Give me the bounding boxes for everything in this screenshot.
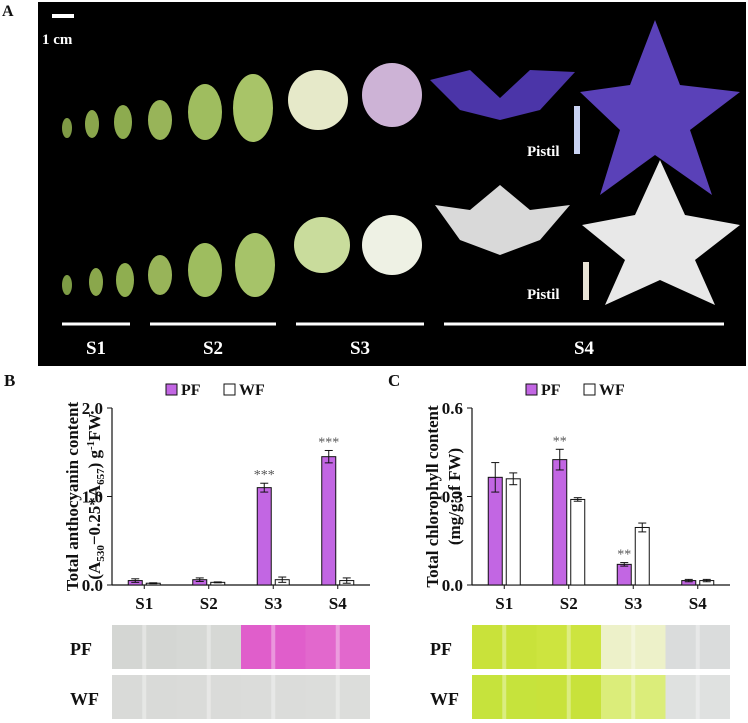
sample-photo: [112, 675, 177, 719]
legend-label: PF: [181, 382, 201, 399]
bar: [570, 498, 586, 586]
y-axis-title-part: 530: [95, 545, 107, 562]
sample-photo: [176, 675, 241, 719]
sample-photo: [536, 625, 601, 669]
significance-label: **: [553, 434, 567, 449]
sample-photo-edge: [566, 675, 571, 719]
y-tick-label: 0.0: [82, 576, 103, 595]
x-tick-label: S1: [495, 594, 513, 613]
sample-photo-edge: [206, 675, 211, 719]
bar: [256, 487, 272, 586]
sample-photo-edge: [631, 625, 636, 669]
y-axis-title-part: FW: [85, 413, 104, 440]
bar: [505, 478, 521, 586]
bar: [321, 456, 337, 586]
stage-label: S1: [86, 338, 106, 359]
legend-swatch: [223, 383, 236, 396]
photo-background: [38, 2, 746, 366]
y-axis-title-part: (mg/g of FW): [445, 448, 464, 545]
y-axis-title: Total chlorophyll content: [423, 405, 442, 588]
sample-photo: [536, 675, 601, 719]
x-tick-label: S2: [200, 594, 218, 613]
y-axis-title: Total anthocyanin content: [63, 402, 82, 592]
sample-photo-edge: [566, 625, 571, 669]
y-axis-title: (A530−0.25*A657) g-1FW: [85, 413, 107, 579]
significance-label: **: [617, 548, 631, 563]
y-axis-title-part: ) g: [85, 449, 104, 468]
sample-photo: [601, 625, 666, 669]
y-axis-title-part: (A: [85, 561, 104, 580]
stage-label: S4: [574, 338, 595, 359]
pistil-label: Pistil: [527, 144, 560, 160]
stage-label: S2: [203, 338, 223, 359]
stage-label: S3: [350, 338, 370, 359]
panel-label: B: [4, 371, 15, 390]
bar: [552, 459, 568, 586]
sample-photo-edge: [695, 625, 700, 669]
y-axis-title: (mg/g of FW): [445, 448, 464, 545]
strip-label: WF: [70, 689, 99, 709]
legend-swatch: [165, 383, 178, 396]
panel-label: C: [388, 371, 400, 390]
legend-swatch: [583, 383, 596, 396]
sample-photo-edge: [502, 625, 507, 669]
x-tick-label: S1: [135, 594, 153, 613]
sample-photo-edge: [631, 675, 636, 719]
sample-photo: [241, 675, 306, 719]
bar: [634, 526, 650, 586]
sample-photo: [665, 625, 730, 669]
bar: [487, 476, 503, 586]
y-axis-title-part: −0.25*A: [85, 484, 104, 545]
x-tick-label: S4: [329, 594, 347, 613]
x-tick-label: S3: [624, 594, 642, 613]
legend-swatch: [525, 383, 538, 396]
sample-photo-edge: [502, 675, 507, 719]
sample-photo: [305, 625, 370, 669]
legend-label: PF: [541, 382, 561, 399]
panel-label: A: [2, 3, 14, 20]
scale-label: 1 cm: [42, 32, 73, 48]
sample-photo: [176, 625, 241, 669]
x-tick-label: S3: [264, 594, 282, 613]
sample-photo: [305, 675, 370, 719]
strip-label: PF: [70, 639, 92, 659]
sample-photo: [241, 625, 306, 669]
sample-photo-edge: [695, 675, 700, 719]
x-tick-label: S2: [560, 594, 578, 613]
y-tick-label: 0.6: [442, 399, 463, 418]
legend-label: WF: [599, 382, 625, 399]
y-axis-title-part: -1: [85, 441, 97, 450]
y-tick-label: 0.0: [442, 576, 463, 595]
sample-photo: [472, 675, 537, 719]
bar: [616, 563, 632, 586]
sample-photo: [472, 625, 537, 669]
y-tick-label: 1.0: [82, 488, 103, 507]
legend-label: WF: [239, 382, 265, 399]
sample-photo: [665, 675, 730, 719]
x-tick-label: S4: [689, 594, 707, 613]
flower-illustrations: [52, 14, 740, 326]
sample-photo-edge: [271, 675, 276, 719]
y-axis-title-part: 657: [95, 468, 107, 485]
strip-label: PF: [430, 639, 452, 659]
sample-photo-edge: [335, 675, 340, 719]
sample-photo: [601, 675, 666, 719]
sample-photo-edge: [271, 625, 276, 669]
sample-photo-edge: [335, 625, 340, 669]
significance-label: ***: [318, 435, 339, 450]
sample-photo-edge: [142, 675, 147, 719]
y-tick-label: 0.3: [442, 488, 463, 507]
significance-label: ***: [254, 468, 275, 483]
strip-label: WF: [430, 689, 459, 709]
sample-photo-edge: [142, 625, 147, 669]
pistil-label: Pistil: [527, 287, 560, 303]
sample-photo: [112, 625, 177, 669]
sample-photo-edge: [206, 625, 211, 669]
y-tick-label: 2.0: [82, 399, 103, 418]
